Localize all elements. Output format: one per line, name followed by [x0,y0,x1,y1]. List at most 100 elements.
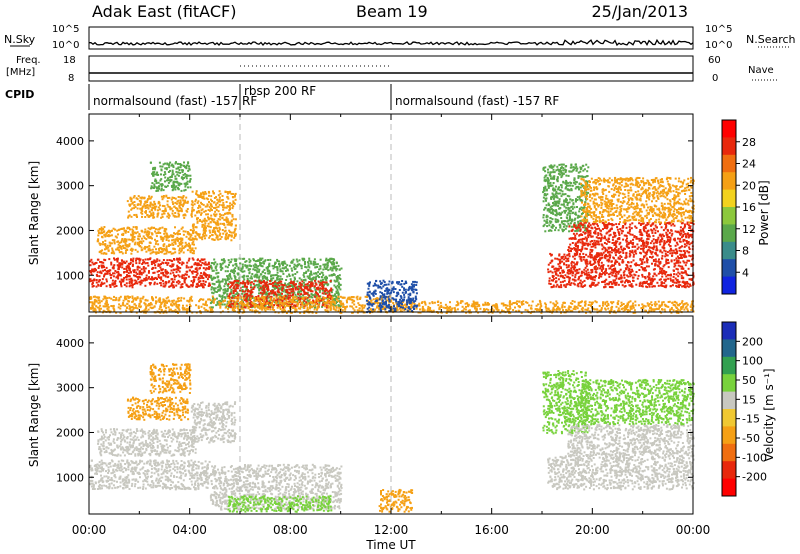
data-cell [276,258,279,261]
data-cell [140,268,143,271]
data-cell [344,307,347,310]
data-cell [138,243,140,246]
data-cell [183,307,186,310]
data-cell [332,258,335,261]
data-cell [157,263,160,266]
data-cell [186,299,189,302]
data-cell [160,272,163,275]
data-cell [149,228,152,231]
data-cell [173,184,176,187]
data-cell [227,235,230,238]
data-cell [217,289,220,292]
data-cell [311,311,314,314]
data-cell [142,240,145,243]
data-cell [245,297,248,300]
data-cell [295,309,298,312]
data-cell [119,311,122,314]
data-cell [169,234,172,237]
data-cell [381,302,384,305]
data-cell [185,283,188,286]
data-cell [189,233,192,236]
data-cell [227,220,230,223]
data-cell [253,302,256,305]
data-cell [160,238,163,241]
data-cell [211,238,214,241]
data-cell [400,306,402,309]
data-cell [340,303,343,305]
data-cell [335,280,338,283]
data-cell [326,301,329,304]
data-cell [89,296,92,299]
data-cell [293,266,296,269]
data-cell [139,283,142,286]
data-cell [316,299,318,302]
data-cell [252,264,255,267]
data-cell [156,215,159,218]
data-cell [234,290,237,293]
data-cell [166,259,169,262]
data-cell [123,227,125,230]
data-cell [133,238,136,241]
data-cell [133,274,135,277]
data-cell [241,275,244,278]
data-cell [140,281,143,284]
data-cell [318,268,321,271]
data-cell [315,303,317,306]
data-cell [215,272,218,275]
data-cell [209,235,212,238]
data-cell [211,300,214,303]
data-cell [154,302,157,305]
data-cell [306,288,309,290]
data-cell [298,263,301,266]
data-cell [278,293,281,296]
data-cell [293,283,296,286]
data-cell [153,259,156,262]
data-cell [151,237,153,240]
data-cell [177,162,179,165]
data-cell [223,285,226,288]
data-cell [223,222,225,225]
data-cell [207,261,210,264]
data-cell [379,285,382,288]
data-cell [193,263,196,266]
data-cell [165,186,168,188]
data-cell [172,299,175,302]
data-cell [157,228,160,231]
data-cell [295,295,298,298]
data-cell [546,307,549,310]
data-cell [332,295,335,297]
data-cell [209,276,212,279]
data-cell [141,297,144,300]
data-cell [154,208,157,211]
data-cell [144,284,147,287]
data-cell [196,194,199,196]
data-cell [476,301,479,304]
data-cell [222,288,225,291]
data-cell [226,304,229,307]
data-cell [413,300,416,303]
data-cell [112,227,115,230]
data-cell [132,196,135,199]
data-cell [252,258,255,261]
data-cell [147,215,150,218]
data-cell [679,302,682,305]
data-cell [217,222,220,225]
data-cell [190,280,193,283]
data-cell [355,305,358,308]
data-cell [534,308,537,311]
data-cell [326,304,329,307]
data-cell [153,186,156,189]
data-cell [212,262,215,265]
data-cell [135,232,138,235]
data-cell [179,258,182,261]
data-cell [249,294,252,297]
data-cell [630,307,633,310]
data-cell [230,303,233,306]
data-cell [169,251,172,253]
data-cell [569,309,572,312]
data-cell [287,310,290,312]
data-cell [176,306,179,309]
data-cell [261,281,264,284]
data-cell [257,305,260,308]
data-cell [294,293,297,296]
